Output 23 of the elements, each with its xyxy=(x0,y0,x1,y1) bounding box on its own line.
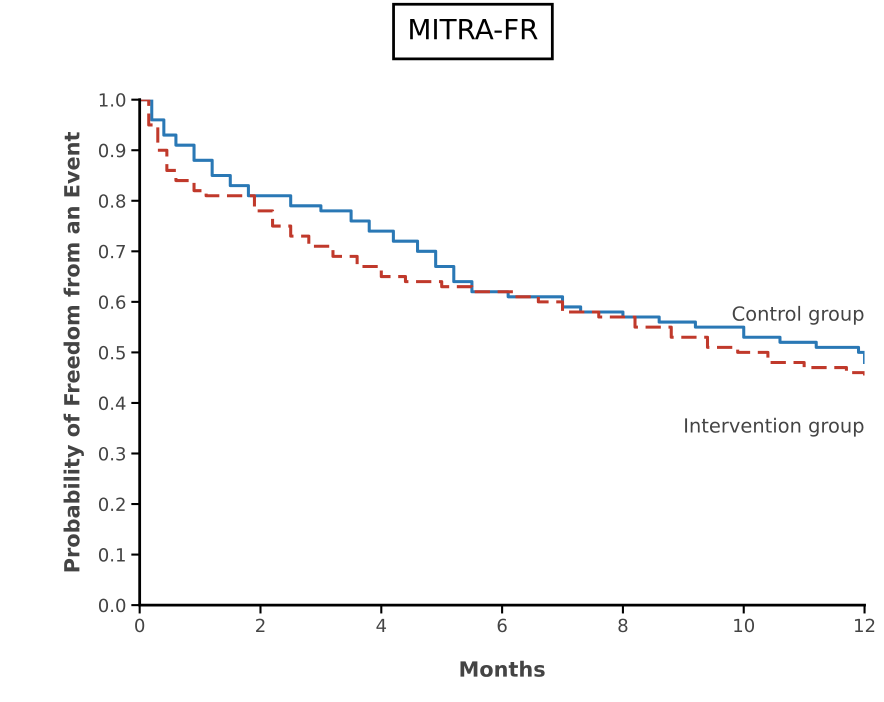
y-tick-label: 0.1 xyxy=(98,548,125,562)
series-label: Intervention group xyxy=(685,418,864,437)
x-tick-label: 0 xyxy=(135,618,144,632)
x-tick-label: 12 xyxy=(855,618,874,632)
y-tick-label: 0.2 xyxy=(98,497,125,512)
y-tick-label: 0.4 xyxy=(98,396,126,410)
x-tick-label: 10 xyxy=(734,618,754,632)
y-tick-label: 0.7 xyxy=(98,244,125,258)
x-tick-label: 4 xyxy=(376,618,386,632)
y-tick-label: 0.9 xyxy=(98,144,126,158)
x-tick-label: 6 xyxy=(498,618,507,632)
y-tick-label: 0.6 xyxy=(98,295,126,309)
y-tick-label: 0.3 xyxy=(98,446,126,461)
series-label: Control group xyxy=(732,306,864,325)
y-tick-label: 1.0 xyxy=(100,93,126,107)
x-axis-title: Months xyxy=(460,660,545,677)
y-tick-label: 0.5 xyxy=(98,346,125,360)
y-tick-label: 0.8 xyxy=(98,194,126,208)
chart-title: MITRA-FR xyxy=(410,19,538,40)
x-tick-label: 2 xyxy=(256,618,264,632)
y-axis-title: Probability of Freedom from an Event xyxy=(64,132,84,572)
y-tick-label: 0.0 xyxy=(98,598,126,612)
x-tick-label: 8 xyxy=(618,618,628,632)
